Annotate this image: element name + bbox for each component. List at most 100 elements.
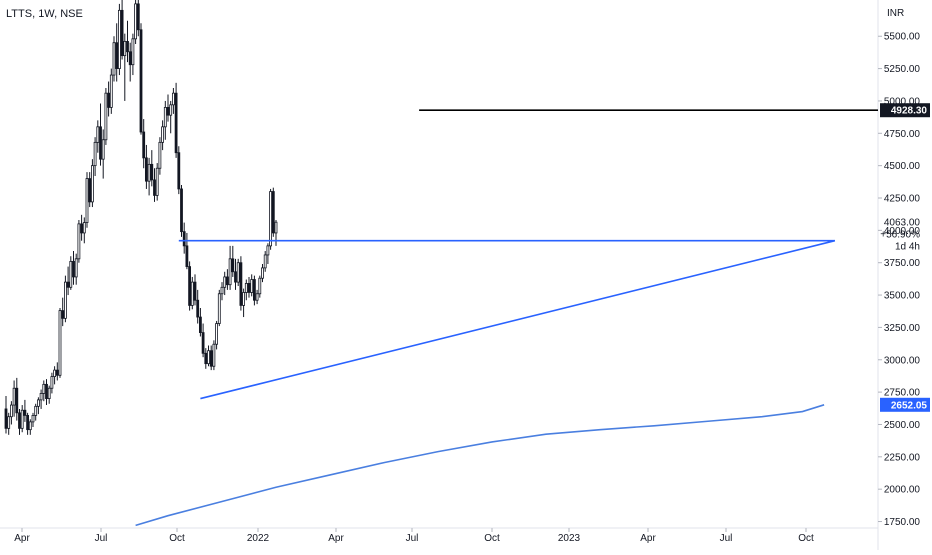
candle[interactable] bbox=[252, 275, 256, 306]
time-axis[interactable]: Apr Jul Oct 2022 Apr Jul Oct 2023 Apr Jul Oct bbox=[14, 528, 814, 544]
price-axis[interactable]: 1750.00 2000.00 2250.00 2500.00 2750.00 3000.… bbox=[878, 32, 920, 528]
candle[interactable] bbox=[180, 185, 183, 237]
candle[interactable] bbox=[236, 258, 240, 286]
candle[interactable] bbox=[190, 276, 194, 310]
candle[interactable] bbox=[153, 168, 156, 202]
candles[interactable] bbox=[4, 0, 278, 435]
candle[interactable] bbox=[9, 401, 13, 425]
candle[interactable] bbox=[20, 405, 24, 433]
candle[interactable] bbox=[58, 308, 62, 378]
candle[interactable] bbox=[239, 256, 243, 311]
candle[interactable] bbox=[15, 377, 19, 421]
candle[interactable] bbox=[144, 144, 148, 189]
candle[interactable] bbox=[204, 348, 208, 369]
candle[interactable] bbox=[45, 379, 48, 406]
candle[interactable] bbox=[163, 100, 167, 140]
candle[interactable] bbox=[225, 269, 229, 290]
candle[interactable] bbox=[42, 380, 46, 402]
candle[interactable] bbox=[99, 103, 102, 166]
candle[interactable] bbox=[39, 389, 43, 409]
candle[interactable] bbox=[261, 264, 264, 283]
candle[interactable] bbox=[215, 320, 219, 350]
candle[interactable] bbox=[47, 385, 51, 404]
candle[interactable] bbox=[169, 100, 173, 134]
candle[interactable] bbox=[171, 88, 175, 114]
candle[interactable] bbox=[242, 288, 246, 318]
candle[interactable] bbox=[18, 408, 21, 435]
candle[interactable] bbox=[274, 220, 278, 246]
candle[interactable] bbox=[74, 253, 78, 285]
candle[interactable] bbox=[50, 372, 54, 394]
candle[interactable] bbox=[271, 187, 275, 237]
candle[interactable] bbox=[126, 20, 129, 63]
candle[interactable] bbox=[26, 412, 30, 435]
candle[interactable] bbox=[7, 412, 11, 435]
candle[interactable] bbox=[217, 289, 221, 327]
candle[interactable] bbox=[161, 120, 165, 151]
candle[interactable] bbox=[247, 276, 251, 298]
candle[interactable] bbox=[107, 81, 110, 117]
candle[interactable] bbox=[34, 403, 38, 421]
candle[interactable] bbox=[223, 271, 227, 296]
candle[interactable] bbox=[80, 214, 83, 241]
candle[interactable] bbox=[155, 163, 159, 201]
candle[interactable] bbox=[66, 266, 70, 296]
candle[interactable] bbox=[147, 157, 151, 196]
candle[interactable] bbox=[64, 275, 67, 323]
candle[interactable] bbox=[61, 297, 65, 327]
candle[interactable] bbox=[53, 366, 56, 385]
candle[interactable] bbox=[4, 396, 8, 434]
candle[interactable] bbox=[142, 119, 146, 169]
candle[interactable] bbox=[85, 172, 89, 228]
candle[interactable] bbox=[174, 82, 178, 158]
candle[interactable] bbox=[131, 33, 135, 76]
candle[interactable] bbox=[150, 150, 154, 187]
candle[interactable] bbox=[266, 243, 270, 264]
candle[interactable] bbox=[207, 345, 210, 367]
candle[interactable] bbox=[234, 258, 237, 290]
candle[interactable] bbox=[201, 323, 205, 358]
candle[interactable] bbox=[115, 23, 119, 82]
candle[interactable] bbox=[109, 68, 113, 114]
candle[interactable] bbox=[72, 251, 75, 285]
candle[interactable] bbox=[112, 36, 116, 82]
candle[interactable] bbox=[123, 33, 127, 101]
candle[interactable] bbox=[250, 274, 254, 297]
chart-symbol-title[interactable]: LTTS, 1W, NSE bbox=[6, 8, 83, 20]
candle[interactable] bbox=[255, 289, 259, 305]
candle[interactable] bbox=[134, 0, 138, 44]
candle[interactable] bbox=[212, 340, 216, 371]
candle[interactable] bbox=[182, 222, 186, 254]
candle[interactable] bbox=[263, 251, 267, 272]
candle[interactable] bbox=[118, 3, 121, 76]
candle[interactable] bbox=[193, 274, 197, 306]
candle[interactable] bbox=[23, 399, 27, 422]
candle[interactable] bbox=[220, 282, 224, 301]
candle[interactable] bbox=[136, 0, 140, 37]
candle[interactable] bbox=[77, 220, 81, 263]
candle[interactable] bbox=[88, 172, 92, 208]
candle[interactable] bbox=[28, 419, 32, 435]
candle[interactable] bbox=[269, 188, 273, 250]
candle[interactable] bbox=[93, 137, 97, 176]
candle[interactable] bbox=[185, 232, 189, 270]
candle[interactable] bbox=[31, 412, 35, 428]
candle[interactable] bbox=[91, 159, 94, 208]
candle[interactable] bbox=[209, 345, 213, 371]
candle[interactable] bbox=[96, 120, 100, 153]
candle[interactable] bbox=[228, 245, 232, 290]
candle[interactable] bbox=[244, 279, 248, 301]
candle[interactable] bbox=[258, 275, 262, 298]
candle[interactable] bbox=[37, 397, 40, 415]
candle[interactable] bbox=[139, 23, 143, 135]
candle[interactable] bbox=[158, 137, 162, 175]
candle[interactable] bbox=[55, 362, 59, 381]
candle[interactable] bbox=[82, 217, 86, 244]
candle[interactable] bbox=[120, 0, 124, 60]
candle[interactable] bbox=[198, 308, 202, 337]
candle[interactable] bbox=[104, 88, 108, 145]
ascending-support-trendline[interactable] bbox=[200, 239, 836, 400]
candle[interactable] bbox=[69, 256, 73, 290]
